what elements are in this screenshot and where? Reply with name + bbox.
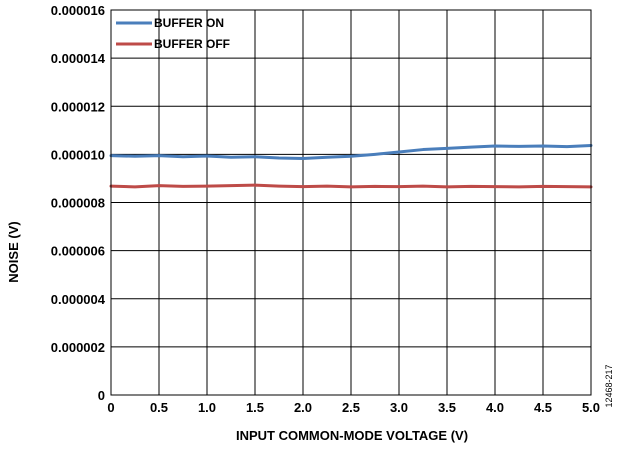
legend-label-buffer-off: BUFFER OFF — [154, 37, 230, 51]
series-line-buffer-on — [109, 143, 593, 160]
legend: BUFFER ON BUFFER OFF — [116, 16, 230, 51]
x-tick-label: 3.5 — [438, 400, 456, 415]
series-line-buffer-off — [109, 183, 593, 189]
x-tick-label: 0.5 — [150, 400, 168, 415]
x-axis-label: INPUT COMMON-MODE VOLTAGE (V) — [236, 428, 468, 443]
y-tick-label: 0.000008 — [51, 196, 105, 211]
y-tick-label: 0.000002 — [51, 340, 105, 355]
figure-id: 12468-217 — [604, 364, 614, 407]
x-tick-label: 4.0 — [486, 400, 504, 415]
series-layer — [109, 143, 593, 189]
legend-label-buffer-on: BUFFER ON — [154, 16, 224, 30]
y-tick-label: 0.000016 — [51, 3, 105, 18]
x-tick-label: 2.0 — [294, 400, 312, 415]
x-tick-label: 1.5 — [246, 400, 264, 415]
y-tick-label: 0.000010 — [51, 147, 105, 162]
y-tick-label: 0 — [98, 388, 105, 403]
y-tick-label: 0.000004 — [51, 292, 106, 307]
y-tick-label: 0.000012 — [51, 99, 105, 114]
y-tick-labels: 0 0.000002 0.000004 0.000006 0.000008 0.00001… — [51, 3, 106, 403]
x-tick-label: 0 — [107, 400, 114, 415]
y-axis-label: NOISE (V) — [6, 221, 21, 282]
y-tick-label: 0.000014 — [51, 51, 106, 66]
x-tick-label: 4.5 — [534, 400, 552, 415]
x-tick-label: 5.0 — [582, 400, 600, 415]
grid — [111, 10, 591, 395]
y-tick-label: 0.000006 — [51, 244, 105, 259]
x-tick-label: 3.0 — [390, 400, 408, 415]
plot-frame — [110, 9, 592, 396]
x-tick-labels: 0 0.5 1.0 1.5 2.0 2.5 3.0 3.5 4.0 4.5 5.0 — [107, 400, 600, 415]
x-tick-label: 1.0 — [198, 400, 216, 415]
x-tick-label: 2.5 — [342, 400, 360, 415]
